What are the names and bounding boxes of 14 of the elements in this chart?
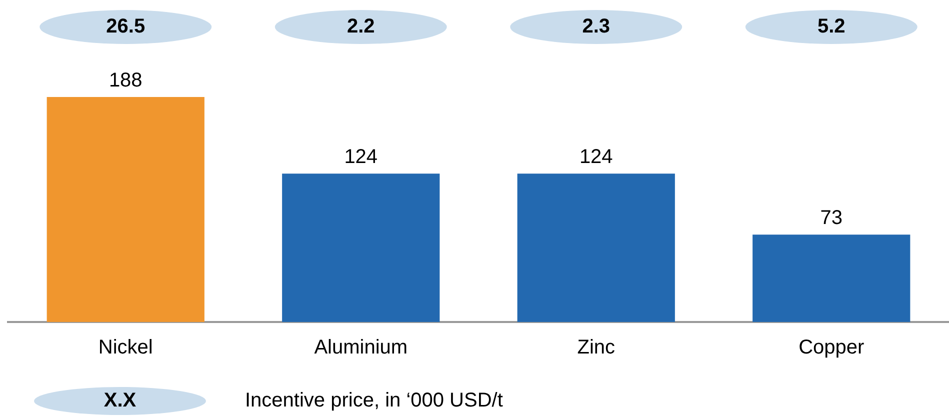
text: 2.3: [582, 16, 610, 38]
text: 5.2: [817, 16, 846, 38]
x-tick-label: Nickel: [98, 336, 153, 359]
data-label: 188: [108, 70, 142, 92]
data-label: 124: [344, 146, 378, 168]
x-tick-label: Aluminium: [314, 336, 408, 359]
text: 2.2: [346, 16, 375, 38]
text: 26.5: [106, 16, 146, 38]
x-tick-label: Zinc: [577, 336, 616, 359]
data-label: 73: [820, 207, 842, 230]
text: X.X: [104, 390, 137, 412]
text: Incentive price, in ‘000 USD/t: [245, 390, 504, 412]
x-tick-label: Copper: [798, 336, 865, 359]
data-label: 124: [579, 146, 613, 168]
